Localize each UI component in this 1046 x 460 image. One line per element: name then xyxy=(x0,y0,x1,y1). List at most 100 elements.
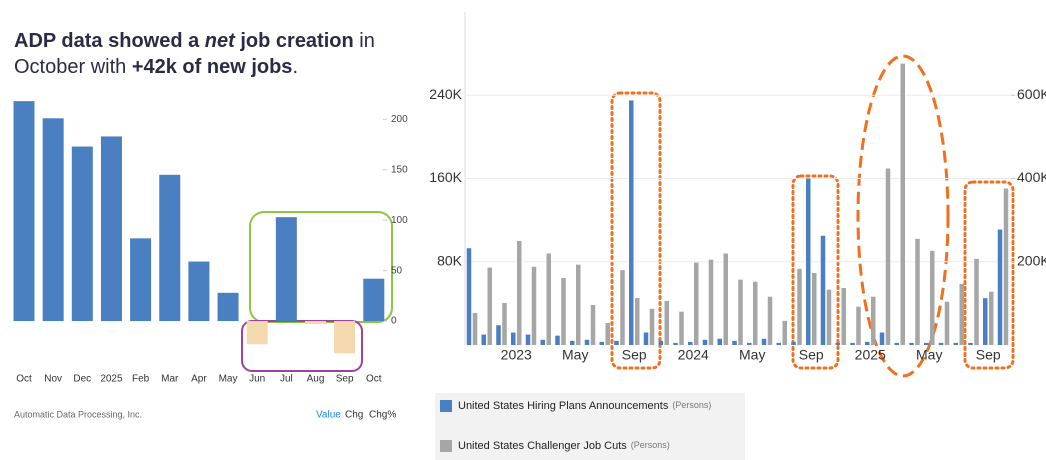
bar xyxy=(879,332,885,345)
highlight-box xyxy=(241,320,363,372)
x-tick-label: Oct xyxy=(366,374,382,385)
bar xyxy=(820,235,826,345)
x-tick-label: Apr xyxy=(191,374,207,385)
x-tick-label: Sep xyxy=(336,374,354,385)
bar xyxy=(989,291,994,345)
bar xyxy=(708,259,714,345)
headline-text: . xyxy=(292,56,298,78)
bar xyxy=(540,339,545,345)
view-option[interactable]: Chg xyxy=(345,410,363,421)
bar xyxy=(649,308,655,345)
bar xyxy=(599,341,604,345)
bar xyxy=(909,342,914,345)
bar xyxy=(496,325,501,345)
headline-text: in xyxy=(359,30,375,52)
bar xyxy=(481,334,486,345)
bar xyxy=(517,240,522,345)
bar xyxy=(1003,188,1009,345)
bar xyxy=(658,340,663,345)
bar xyxy=(871,296,876,345)
x-tick-label: Mar xyxy=(161,374,179,385)
bar xyxy=(826,289,832,345)
bar xyxy=(664,300,669,345)
bar xyxy=(605,322,610,345)
bar xyxy=(782,320,787,345)
y-tick-label: 80K xyxy=(437,252,463,268)
bar xyxy=(188,261,210,322)
bar xyxy=(100,136,122,322)
y2-tick-label: 400K xyxy=(1017,169,1046,185)
x-tick-label: Aug xyxy=(307,374,325,385)
bar xyxy=(525,334,531,345)
bar xyxy=(305,321,326,325)
bar xyxy=(363,278,385,322)
bar xyxy=(894,342,899,345)
x-tick-label: 2023 xyxy=(501,347,532,363)
bar xyxy=(620,270,625,345)
x-tick-label: Sep xyxy=(622,347,647,363)
bar xyxy=(466,248,472,345)
x-tick-label: 2025 xyxy=(100,374,123,385)
x-tick-label: Jun xyxy=(249,374,265,385)
bar xyxy=(797,268,802,345)
bar xyxy=(900,63,905,346)
y-tick-label: 240K xyxy=(429,86,462,102)
bar xyxy=(850,342,855,345)
bar xyxy=(546,253,551,345)
bar xyxy=(570,340,575,345)
bar xyxy=(584,339,590,345)
headline-text: October with xyxy=(14,56,127,78)
bar xyxy=(806,178,811,345)
x-tick-label: Feb xyxy=(132,374,150,385)
bar xyxy=(959,283,964,345)
y-tick-label: 160K xyxy=(429,169,462,185)
bar xyxy=(217,292,239,322)
y2-tick-label: 200K xyxy=(1017,252,1046,268)
x-tick-label: Sep xyxy=(799,347,824,363)
bar xyxy=(159,174,181,322)
y-tick-label: 150 xyxy=(391,164,408,175)
highlight-box xyxy=(610,91,662,370)
bar xyxy=(732,340,737,345)
bar xyxy=(841,287,846,345)
bar xyxy=(71,146,93,322)
legend-unit: (Persons) xyxy=(631,440,670,450)
bar xyxy=(938,342,944,345)
bar xyxy=(717,338,722,345)
y-tick-label: 0 xyxy=(391,316,397,327)
x-tick-label: Dec xyxy=(73,374,91,385)
bar xyxy=(865,341,870,345)
bar xyxy=(487,267,492,345)
bar xyxy=(723,253,728,345)
view-option[interactable]: Chg% xyxy=(369,410,396,421)
bar xyxy=(688,341,693,345)
bar xyxy=(761,338,767,345)
bar xyxy=(679,311,684,345)
bar xyxy=(42,118,64,322)
bar xyxy=(334,321,356,354)
bar xyxy=(555,335,560,345)
bar xyxy=(13,101,35,322)
bar xyxy=(885,168,891,345)
legend-unit: (Persons) xyxy=(672,400,711,410)
x-tick-label: May xyxy=(562,347,588,363)
y-tick-label: 200 xyxy=(391,114,408,125)
y-tick-label: 50 xyxy=(391,265,403,276)
view-option[interactable]: Value xyxy=(316,410,341,421)
x-tick-label: Sep xyxy=(976,347,1001,363)
legend-label: United States Challenger Job Cuts (Person… xyxy=(458,440,670,452)
highlight-ellipse xyxy=(856,54,950,378)
headline-text: ADP data showed a xyxy=(14,30,200,52)
bar xyxy=(511,332,516,345)
legend-swatch xyxy=(440,400,452,412)
legend-swatch xyxy=(440,440,452,452)
x-tick-label: Nov xyxy=(44,374,62,385)
legend-label: United States Hiring Plans Announcements… xyxy=(458,400,711,412)
bar xyxy=(130,238,152,322)
bar xyxy=(835,342,840,345)
bar xyxy=(812,272,817,345)
bar xyxy=(275,217,297,322)
x-tick-label: Jul xyxy=(280,374,293,385)
bar xyxy=(968,342,973,345)
